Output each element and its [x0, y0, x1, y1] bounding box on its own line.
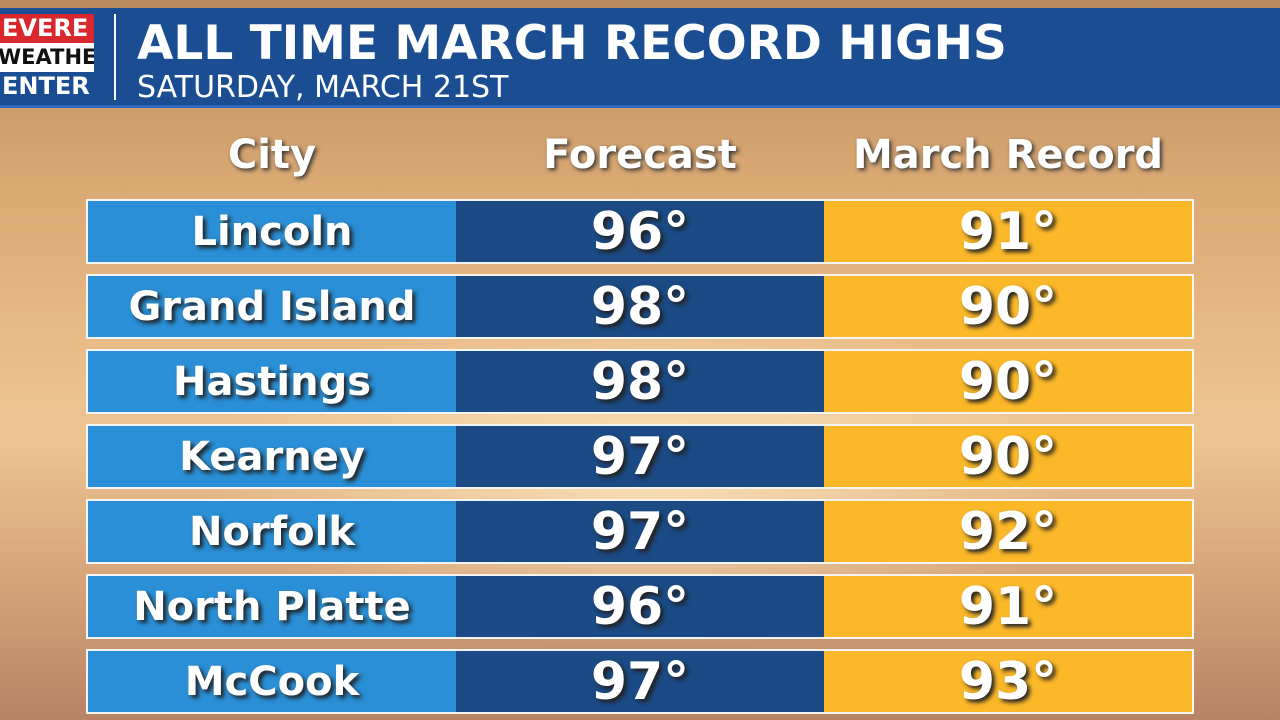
- column-header: March Record: [852, 132, 1164, 178]
- table-cell: 98°: [456, 351, 824, 412]
- table-cell: 97°: [456, 651, 824, 712]
- table-cell: 97°: [456, 501, 824, 562]
- table-cell: Norfolk: [88, 501, 456, 562]
- table-cell: McCook: [88, 651, 456, 712]
- table-row: Kearney 97° 90°: [86, 424, 1194, 489]
- table-cell: 91°: [824, 576, 1192, 637]
- table-cell: 91°: [824, 201, 1192, 262]
- table-cell: 93°: [824, 651, 1192, 712]
- logo-line: EVERE: [0, 14, 94, 43]
- logo-line: WEATHER: [0, 43, 94, 72]
- table-cell: 90°: [824, 276, 1192, 337]
- table-row: Grand Island 98° 90°: [86, 274, 1194, 339]
- table-row: North Platte 96° 91°: [86, 574, 1194, 639]
- table-row: Norfolk 97° 92°: [86, 499, 1194, 564]
- header-bar: EVERE WEATHER ENTER ALL TIME MARCH RECOR…: [0, 8, 1280, 108]
- table-cell: 97°: [456, 426, 824, 487]
- table-cell: Hastings: [88, 351, 456, 412]
- table-cell: Grand Island: [88, 276, 456, 337]
- table-cell: 90°: [824, 351, 1192, 412]
- table-row: Hastings 98° 90°: [86, 349, 1194, 414]
- subtitle: SATURDAY, MARCH 21ST: [137, 70, 509, 105]
- table-cell: Kearney: [88, 426, 456, 487]
- table-cell: 96°: [456, 576, 824, 637]
- column-header: City: [227, 132, 317, 178]
- table-cell: Lincoln: [88, 201, 456, 262]
- table-row: McCook 97° 93°: [86, 649, 1194, 714]
- logo-line: ENTER: [0, 72, 94, 101]
- table-cell: 92°: [824, 501, 1192, 562]
- table-cell: North Platte: [88, 576, 456, 637]
- logo: EVERE WEATHER ENTER: [0, 14, 94, 101]
- title: ALL TIME MARCH RECORD HIGHS: [137, 16, 1007, 71]
- table-cell: 90°: [824, 426, 1192, 487]
- column-header: Forecast: [543, 132, 737, 178]
- table-cell: 98°: [456, 276, 824, 337]
- divider: [114, 14, 116, 100]
- table-row: Lincoln 96° 91°: [86, 199, 1194, 264]
- table-cell: 96°: [456, 201, 824, 262]
